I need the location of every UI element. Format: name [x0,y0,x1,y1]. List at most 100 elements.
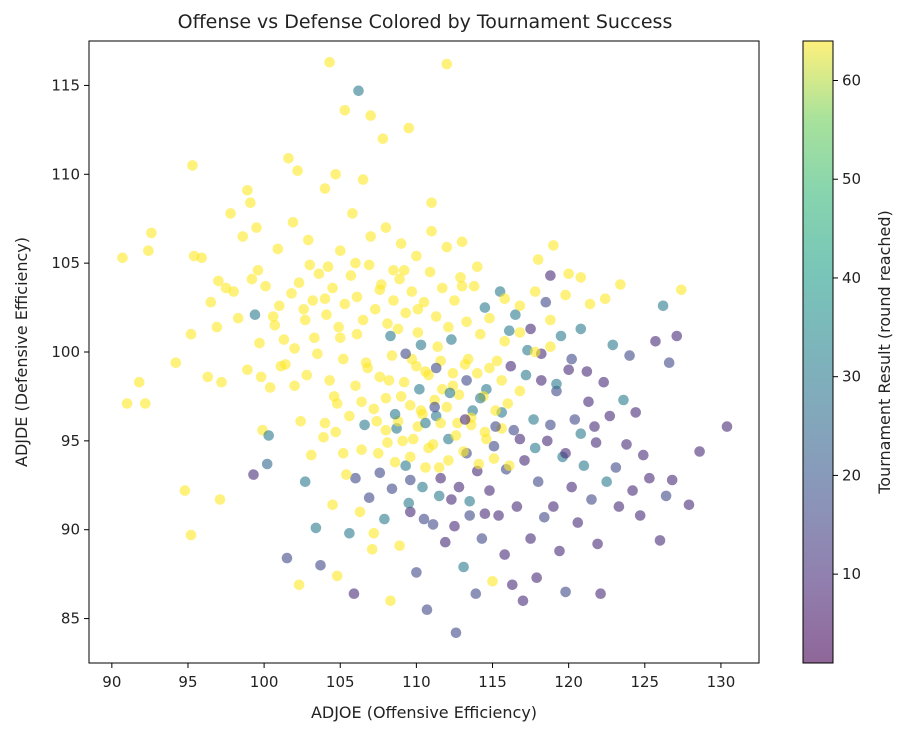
colorbar [802,40,834,664]
y-tick-label: 100 [51,343,80,361]
data-point [319,417,331,429]
data-point [464,510,476,521]
data-point [590,437,602,448]
data-point [269,320,281,331]
data-point [532,254,544,265]
data-point [351,328,363,340]
data-point [242,364,253,376]
data-point [499,293,511,305]
data-point [298,304,310,315]
data-point [429,401,441,413]
data-point [179,485,191,496]
data-point [542,435,553,447]
data-point [514,300,526,312]
data-point [464,496,476,507]
data-point [441,241,453,253]
data-point [433,490,445,502]
data-point [368,528,380,539]
data-point [583,396,594,408]
data-point [456,280,468,292]
data-point [356,444,367,456]
data-point [586,494,597,505]
data-point [249,309,261,321]
data-point [333,321,345,333]
data-point [319,293,331,305]
data-point [185,328,197,340]
y-tick-label: 105 [51,254,80,272]
data-point [374,467,386,479]
data-point [228,286,239,297]
data-point [315,560,326,571]
data-point [671,330,683,342]
colorbar-tick-label: 40 [842,269,861,287]
data-point [365,231,377,242]
data-point [318,432,329,443]
data-point [554,545,565,557]
data-point [560,586,571,598]
data-point [354,506,366,518]
data-point [433,462,445,473]
data-point [400,460,412,472]
data-point [604,410,616,422]
data-point [420,417,431,429]
data-points [117,57,733,639]
data-point [446,494,457,505]
x-tick-label: 95 [178,673,197,691]
data-point [507,579,518,591]
data-point [657,300,669,312]
data-point [306,449,317,461]
data-point [505,360,517,372]
data-point [499,549,511,560]
data-point [417,481,428,493]
data-point [339,298,351,310]
data-point [613,501,625,512]
data-point [525,323,536,335]
data-point [491,355,503,367]
data-point [283,153,294,164]
data-point [618,394,629,406]
data-point [415,339,427,351]
data-point [676,284,687,296]
data-point [331,570,343,582]
data-point [458,446,469,457]
data-point [405,400,416,411]
data-point [487,576,498,587]
data-point [237,231,249,242]
x-tick-label: 100 [250,673,279,691]
data-point [539,512,550,523]
data-point [330,169,342,180]
data-point [529,442,541,454]
data-point [592,538,603,550]
data-point [545,419,556,431]
data-point [289,343,300,354]
data-point [420,462,431,473]
data-point [133,376,145,388]
colorbar-tick-label: 30 [842,368,861,386]
data-point [394,273,405,285]
data-point [293,277,305,289]
data-point [254,337,265,349]
data-point [566,481,577,493]
data-point [211,321,223,333]
data-point [484,485,495,496]
data-point [578,460,590,472]
data-point [303,234,314,246]
data-point [383,375,395,386]
data-point [449,295,460,306]
data-point [405,506,416,518]
colorbar-tick-label: 10 [842,565,861,583]
data-point [595,588,606,599]
data-point [545,341,556,353]
data-point [470,588,482,599]
data-point [400,348,412,360]
data-point [395,238,407,249]
data-point [395,391,407,402]
data-point [624,350,635,361]
data-point [272,243,284,255]
x-axis-label: ADJOE (Offensive Efficiency) [311,703,537,722]
data-point [461,375,472,386]
data-point [338,448,349,459]
data-point [435,472,447,484]
data-point [260,280,271,292]
data-point [511,501,523,512]
